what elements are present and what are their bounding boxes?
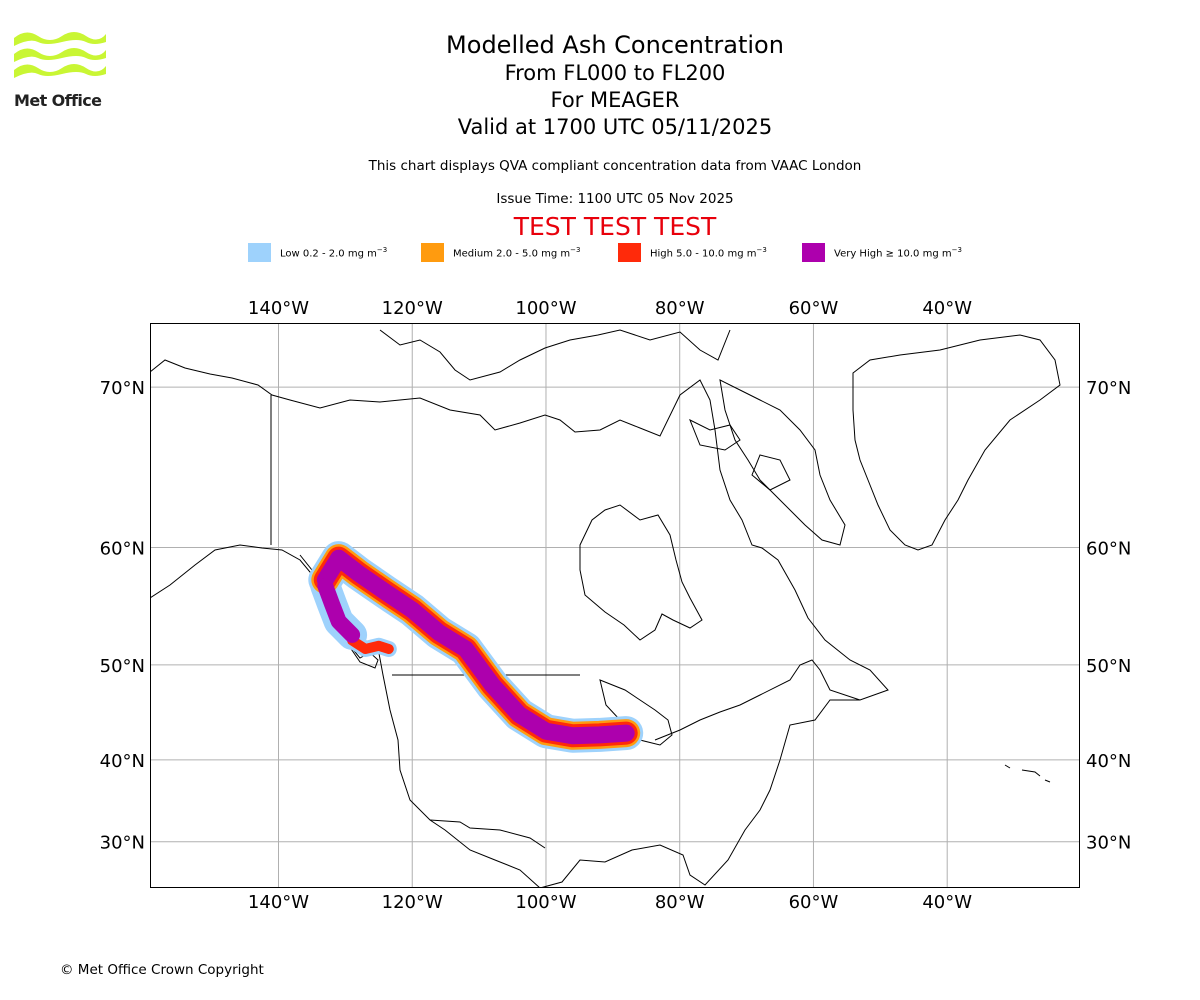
right-lat-label: 70°N bbox=[1086, 378, 1131, 399]
right-lat-label: 30°N bbox=[1086, 833, 1131, 854]
legend-swatch-low bbox=[248, 243, 271, 262]
legend-unit-exp-very-high: −3 bbox=[951, 245, 962, 254]
left-lat-label: 40°N bbox=[100, 751, 145, 772]
west-coastline bbox=[150, 544, 541, 888]
legend-item-medium: Medium 2.0 - 5.0 mg m−3 bbox=[421, 243, 580, 262]
coastlines bbox=[150, 329, 1061, 888]
labrador-islands bbox=[1004, 764, 1051, 783]
copyright-notice: © Met Office Crown Copyright bbox=[60, 962, 264, 978]
plume-south-high-concentration bbox=[347, 635, 394, 654]
left-lat-label: 60°N bbox=[100, 539, 145, 560]
legend-label-high: High 5.0 - 10.0 mg m bbox=[650, 248, 757, 260]
legend-label-low: Low 0.2 - 2.0 mg m bbox=[280, 248, 377, 260]
title-volcano: For MEAGER bbox=[550, 88, 680, 112]
compliance-note: This chart displays QVA compliant concen… bbox=[368, 158, 862, 174]
legend-swatch-high bbox=[618, 243, 641, 262]
hudson-bay-coastline bbox=[579, 504, 703, 641]
bottom-lon-label: 40°W bbox=[922, 892, 972, 913]
right-lat-label: 40°N bbox=[1086, 751, 1131, 772]
logo-wordmark: Met Office bbox=[14, 91, 102, 110]
met-office-logo: Met Office bbox=[14, 28, 114, 112]
left-lat-label: 70°N bbox=[100, 378, 145, 399]
bottom-lon-label: 140°W bbox=[248, 892, 309, 913]
bottom-lon-label: 120°W bbox=[382, 892, 443, 913]
legend-swatch-medium bbox=[421, 243, 444, 262]
legend-swatch-very-high bbox=[802, 243, 825, 262]
met-office-waves-icon bbox=[14, 32, 106, 78]
legend-unit-exp-high: −3 bbox=[756, 245, 767, 254]
title-flight-levels: From FL000 to FL200 bbox=[504, 61, 726, 85]
arctic-islands bbox=[379, 329, 791, 491]
ash-plume bbox=[308, 541, 644, 753]
right-lat-label: 60°N bbox=[1086, 539, 1131, 560]
legend-item-very-high: Very High ≥ 10.0 mg m−3 bbox=[802, 243, 962, 262]
bottom-lon-label: 80°W bbox=[655, 892, 705, 913]
top-lon-label: 120°W bbox=[382, 298, 443, 319]
left-lat-label: 30°N bbox=[100, 833, 145, 854]
greenland-coastline bbox=[852, 334, 1061, 551]
title-main: Modelled Ash Concentration bbox=[446, 31, 784, 59]
top-lon-label: 40°W bbox=[922, 298, 972, 319]
legend-item-low: Low 0.2 - 2.0 mg m−3 bbox=[248, 243, 387, 262]
top-lon-label: 60°W bbox=[789, 298, 839, 319]
top-lon-label: 80°W bbox=[655, 298, 705, 319]
legend-label-medium: Medium 2.0 - 5.0 mg m bbox=[453, 248, 571, 260]
axis-tick-labels: 140°W 140°W 120°W 120°W 100°W 100°W 80°W 80°W 60… bbox=[100, 298, 1132, 913]
test-banner: TEST TEST TEST bbox=[513, 212, 717, 241]
legend-unit-exp-medium: −3 bbox=[570, 245, 581, 254]
legend-unit-exp-low: −3 bbox=[376, 245, 388, 254]
top-lon-label: 100°W bbox=[515, 298, 576, 319]
left-lat-label: 50°N bbox=[100, 656, 145, 677]
baffin-island bbox=[719, 379, 846, 546]
bottom-lon-label: 100°W bbox=[515, 892, 576, 913]
legend-item-high: High 5.0 - 10.0 mg m−3 bbox=[618, 243, 767, 262]
top-lon-label: 140°W bbox=[248, 298, 309, 319]
us-mexico-border bbox=[429, 819, 546, 849]
issue-time: Issue Time: 1100 UTC 05 Nov 2025 bbox=[496, 191, 734, 207]
plume-lobe-very-high-concentration bbox=[317, 577, 361, 643]
legend-label-very-high: Very High ≥ 10.0 mg m bbox=[834, 248, 952, 260]
chart-title: Modelled Ash Concentration From FL000 to… bbox=[315, 30, 915, 141]
bottom-lon-label: 60°W bbox=[789, 892, 839, 913]
title-valid-time: Valid at 1700 UTC 05/11/2025 bbox=[457, 115, 773, 139]
north-america-coastline bbox=[150, 359, 889, 888]
gridlines bbox=[150, 323, 1080, 888]
map-frame bbox=[150, 323, 1080, 888]
plume-very-high-concentration bbox=[316, 549, 635, 745]
right-lat-label: 50°N bbox=[1086, 656, 1131, 677]
concentration-legend: Low 0.2 - 2.0 mg m−3 Medium 2.0 - 5.0 mg… bbox=[0, 243, 1200, 265]
